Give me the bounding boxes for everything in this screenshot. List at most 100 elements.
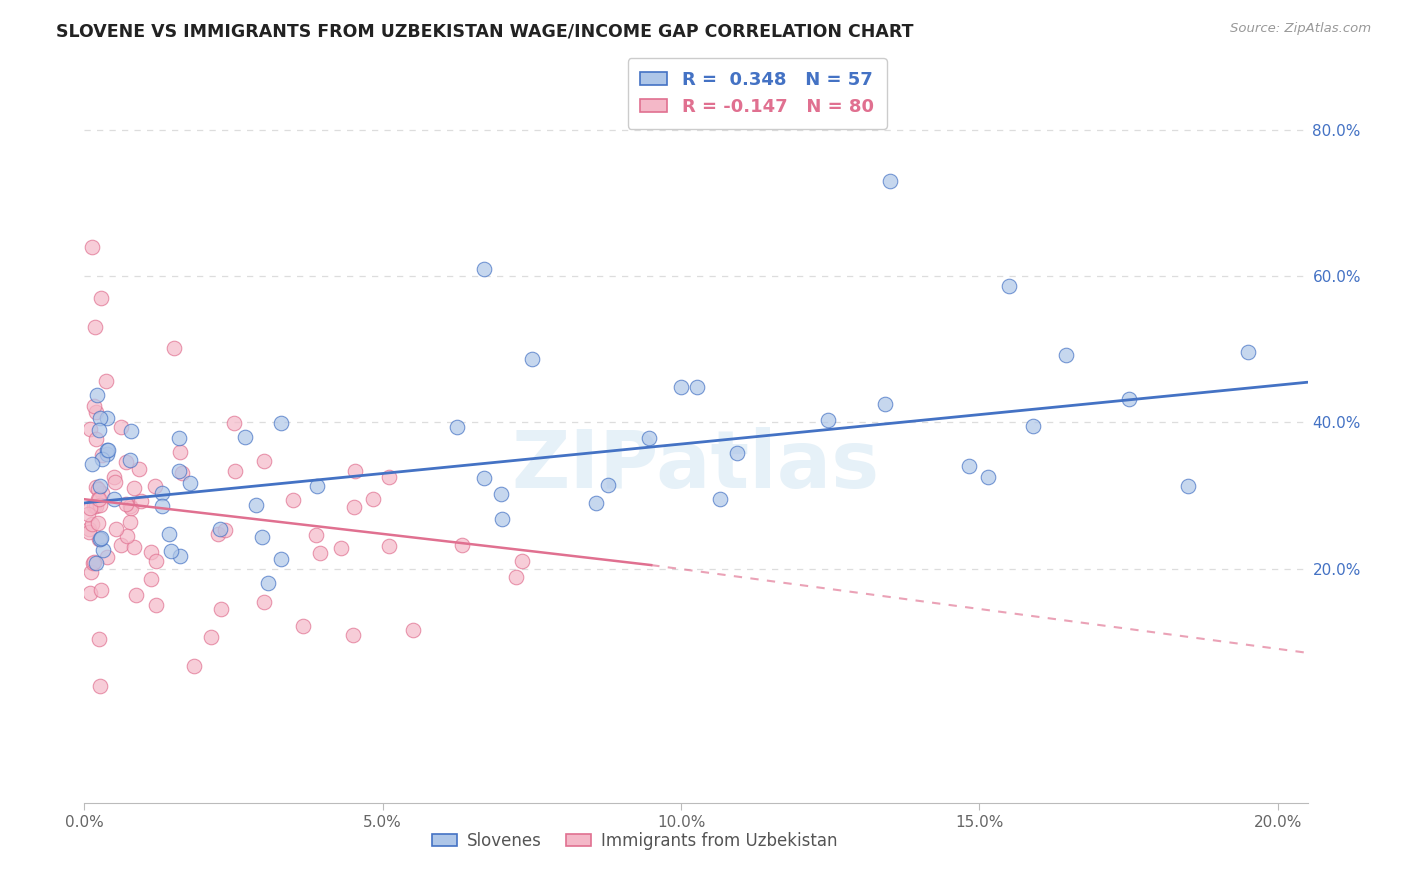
Point [84,432,107,446]
Point [270,417,292,431]
Point [118,499,141,513]
Point [207,527,229,541]
Point [1054,348,1077,362]
Point [94,374,117,388]
Point [90,451,112,466]
Point [110,537,132,551]
Point [1177,479,1199,493]
Point [96,442,118,457]
Point [79,501,101,516]
Point [222,416,245,430]
Point [84,499,107,513]
Point [84,480,107,494]
Point [957,458,980,473]
Point [103,469,125,483]
Point [160,544,183,558]
Point [83,399,105,413]
Point [97,442,120,457]
Point [120,501,142,516]
Point [83,555,105,569]
Point [169,549,191,564]
Point [80,458,103,472]
Point [87,632,110,647]
Point [1021,418,1043,433]
Point [87,491,110,506]
Point [179,475,201,490]
Point [167,464,190,478]
Point [96,447,118,461]
Point [817,412,839,426]
Point [93,543,115,558]
Point [669,380,692,394]
Point [472,261,495,276]
Point [118,453,141,467]
Point [505,570,527,584]
Point [90,291,112,305]
Point [150,486,173,500]
Point [474,470,496,484]
Point [209,522,232,536]
Point [585,496,607,510]
Point [128,462,150,476]
Point [86,388,108,402]
Point [89,533,111,547]
Point [378,539,401,553]
Point [491,511,513,525]
Point [89,479,111,493]
Point [96,410,118,425]
Point [125,588,148,602]
Point [77,524,100,539]
Point [91,448,114,462]
Point [80,240,103,254]
Point [638,431,661,445]
Point [520,351,543,366]
Point [87,423,110,437]
Point [104,475,127,489]
Point [122,481,145,495]
Point [79,422,101,436]
Point [214,524,236,538]
Point [224,464,246,478]
Point [87,483,110,497]
Point [87,516,110,531]
Point [257,576,280,591]
Point [84,320,107,334]
Point [163,341,186,355]
Point [270,552,292,566]
Point [89,679,111,693]
Point [1237,345,1260,359]
Point [129,494,152,508]
Point [450,538,472,552]
Point [143,478,166,492]
Point [253,454,276,468]
Point [115,529,138,543]
Point [1118,392,1140,406]
Point [183,659,205,673]
Point [329,541,352,556]
Point [305,528,328,542]
Point [83,499,105,513]
Point [725,446,748,460]
Point [879,174,901,188]
Point [91,486,114,500]
Point [103,491,125,506]
Point [209,602,232,616]
Point [80,516,103,531]
Point [709,492,731,507]
Point [141,572,163,586]
Point [90,531,112,545]
Point [122,540,145,554]
Point [596,478,619,492]
Point [84,405,107,419]
Point [90,582,112,597]
Point [157,527,180,541]
Point [77,522,100,536]
Point [998,279,1021,293]
Point [252,594,274,608]
Point [378,469,401,483]
Point [250,530,273,544]
Point [489,487,512,501]
Point [401,623,423,637]
Point [510,554,533,568]
Point [118,515,141,529]
